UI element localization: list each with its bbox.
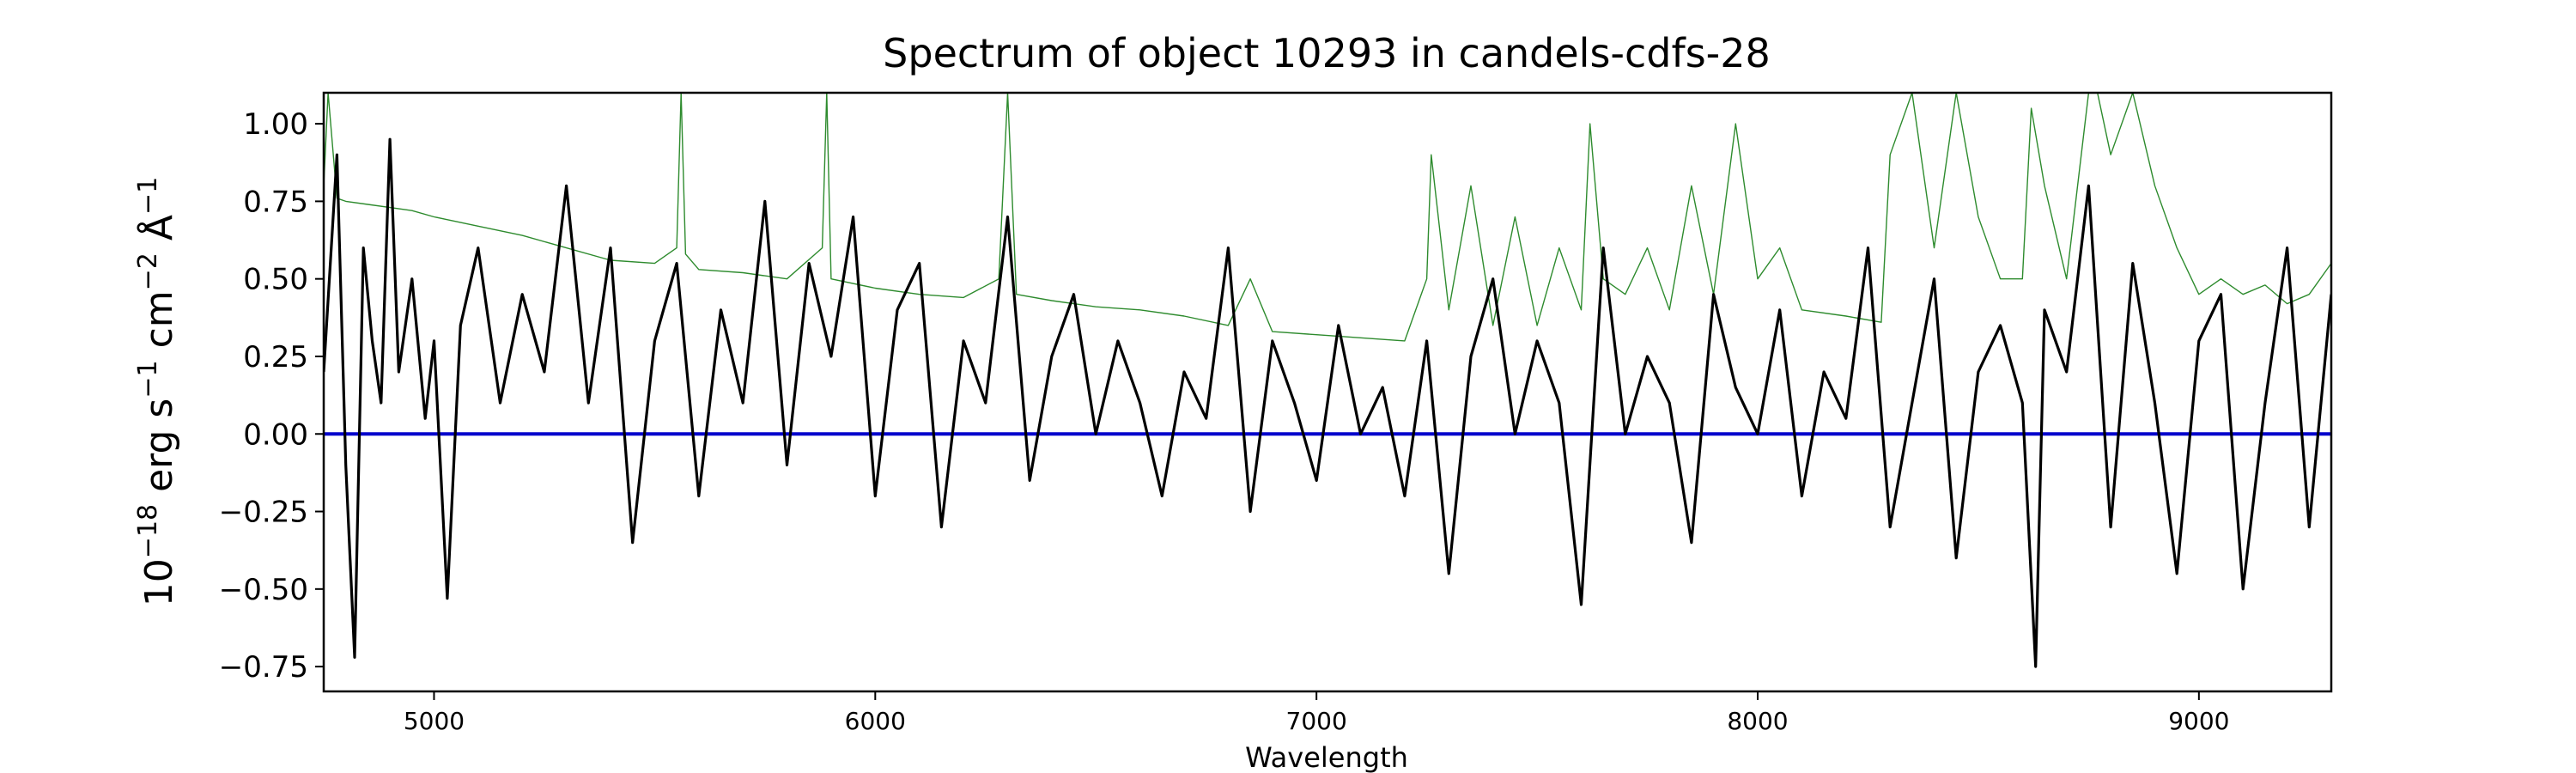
series-error-line [324,93,2331,342]
y-axis-label: 10−18 erg s−1 cm−2 Å−1 [133,177,181,606]
x-axis: 5000 6000 7000 8000 9000 [404,691,2229,735]
y-tick-label: 0.50 [243,263,308,297]
y-tick-label: −0.50 [219,573,308,607]
y-label-exponent: −2 [133,253,163,290]
y-label-text: cm [137,290,181,360]
x-tick-label: 5000 [404,707,465,735]
y-tick-label: −0.25 [219,496,308,530]
chart-title: Spectrum of object 10293 in candels-cdfs… [883,30,1771,76]
series-flux-line [324,137,2331,668]
y-label-text: 10 [137,558,181,606]
y-tick-label: 0.00 [243,417,308,452]
y-axis: −0.75 −0.50 −0.25 0.00 0.25 0.50 0.75 1.00 [219,107,324,685]
y-tick-label: 0.25 [243,340,308,374]
y-label-text: erg s [137,399,181,504]
x-tick-label: 6000 [845,707,906,735]
y-tick-label: −0.75 [219,650,308,685]
x-tick-label: 7000 [1286,707,1347,735]
y-label-exponent: −1 [133,360,163,398]
plot-frame [322,91,2333,693]
y-label-exponent: −18 [133,504,163,558]
y-label-exponent: −1 [133,177,163,215]
y-tick-label: 1.00 [243,107,308,142]
series-layer [324,93,2331,668]
y-label-text: Å [136,215,181,253]
y-tick-label: 0.75 [243,185,308,219]
x-axis-label: Wavelength [1245,741,1408,773]
x-tick-label: 9000 [2168,707,2229,735]
x-tick-label: 8000 [1727,707,1788,735]
